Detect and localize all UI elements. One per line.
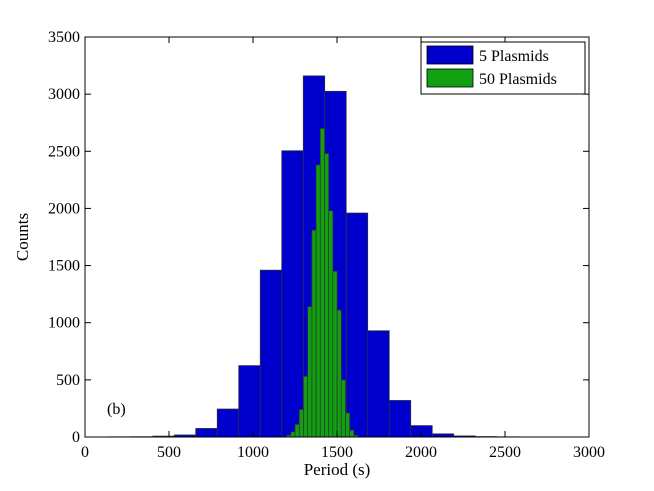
- legend-swatch: [426, 68, 474, 88]
- legend-swatch: [426, 45, 474, 65]
- legend: 5 Plasmids 50 Plasmids: [420, 41, 586, 95]
- bar-50-plasmids: [340, 379, 346, 438]
- bar-50-plasmids: [345, 412, 351, 438]
- x-tick-label: 500: [157, 444, 181, 461]
- bar-50-plasmids: [349, 429, 355, 438]
- bar-50-plasmids: [290, 431, 296, 438]
- x-tick-label: 1500: [321, 444, 353, 461]
- y-axis-label: Counts: [13, 213, 32, 261]
- bar-50-plasmids: [324, 153, 330, 438]
- legend-label: 50 Plasmids: [479, 71, 557, 88]
- bar-50-plasmids: [303, 376, 309, 438]
- y-tick-label: 2500: [48, 143, 80, 160]
- bar-5-plasmids: [367, 330, 390, 438]
- x-tick-label: 3000: [573, 444, 605, 461]
- y-tick-label: 0: [72, 429, 80, 446]
- x-tick-label: 0: [81, 444, 89, 461]
- bar-5-plasmids: [238, 365, 261, 438]
- y-tick-label: 3500: [48, 29, 80, 46]
- y-tick-label: 500: [56, 372, 80, 389]
- ticks-layer: 0 500 1000 1500 2000 2500 3000 0 500 1000 1500 2000…: [48, 29, 605, 461]
- bar-50-plasmids: [328, 210, 334, 438]
- bar-5-plasmids: [345, 212, 369, 438]
- bar-50-plasmids: [294, 424, 300, 438]
- bar-5-plasmids: [281, 150, 304, 438]
- legend-label: 5 Plasmids: [479, 48, 549, 65]
- bar-50-plasmids: [332, 270, 338, 438]
- bar-5-plasmids: [259, 269, 283, 438]
- y-tick-label: 2000: [48, 200, 80, 217]
- x-axis-label: Period (s): [304, 460, 371, 479]
- x-tick-label: 2500: [489, 444, 521, 461]
- y-tick-label: 1500: [48, 258, 80, 275]
- bar-5-plasmids: [388, 400, 412, 438]
- y-tick-label: 1000: [48, 315, 80, 332]
- bar-5-plasmids: [410, 425, 433, 438]
- y-tick-label: 3000: [48, 86, 80, 103]
- x-tick-label: 2000: [405, 444, 437, 461]
- bar-50-plasmids: [307, 306, 313, 438]
- bar-5-plasmids: [216, 408, 240, 438]
- bar-50-plasmids: [298, 409, 304, 438]
- bars-layer: [109, 75, 562, 438]
- bar-50-plasmids: [319, 128, 325, 438]
- bar-50-plasmids: [315, 164, 321, 438]
- bar-50-plasmids: [311, 229, 317, 438]
- bar-50-plasmids: [336, 309, 342, 438]
- annotation-label: (b): [107, 401, 126, 418]
- x-tick-label: 1000: [237, 444, 269, 461]
- bar-5-plasmids: [195, 428, 218, 438]
